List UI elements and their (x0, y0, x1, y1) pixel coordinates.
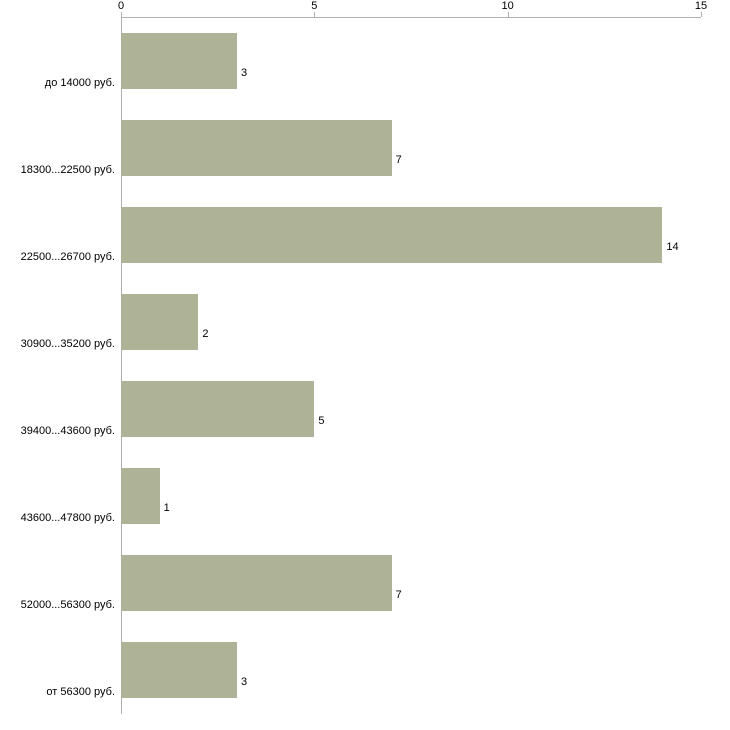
x-tick-mark (314, 12, 316, 17)
y-axis-line (121, 17, 122, 714)
bar-value-label: 2 (202, 327, 209, 340)
category-label: 39400...43600 руб. (20, 425, 115, 438)
x-tick-label: 10 (501, 0, 514, 12)
bar-value-label: 3 (241, 676, 248, 689)
bar[interactable] (121, 468, 160, 525)
x-tick-mark (701, 12, 702, 17)
bar-value-label: 14 (666, 240, 679, 253)
bar[interactable] (121, 32, 237, 89)
category-label: 30900...35200 руб. (20, 337, 115, 350)
x-tick-label: 0 (117, 0, 125, 12)
bar-value-label: 7 (395, 153, 402, 166)
category-label: 43600...47800 руб. (20, 512, 115, 525)
category-label: 22500...26700 руб. (20, 250, 115, 263)
x-tick-label: 15 (694, 0, 708, 12)
x-tick-label: 5 (311, 0, 318, 12)
bar-value-label: 3 (241, 66, 248, 79)
bar[interactable] (121, 119, 392, 176)
category-label: 52000...56300 руб. (20, 599, 115, 612)
category-label: от 56300 руб. (46, 686, 115, 699)
bar[interactable] (121, 381, 315, 438)
x-tick-mark (121, 12, 122, 17)
bar[interactable] (121, 206, 663, 263)
category-label: до 14000 руб. (44, 76, 115, 89)
category-label: 18300...22500 руб. (20, 163, 115, 176)
bar[interactable] (121, 555, 392, 612)
bar-value-label: 5 (318, 415, 325, 428)
bar-value-label: 7 (395, 589, 402, 602)
x-axis-line (121, 17, 701, 18)
bar[interactable] (121, 642, 237, 699)
bar-value-label: 1 (163, 502, 170, 515)
bar[interactable] (121, 293, 199, 350)
x-tick-mark (507, 12, 509, 17)
